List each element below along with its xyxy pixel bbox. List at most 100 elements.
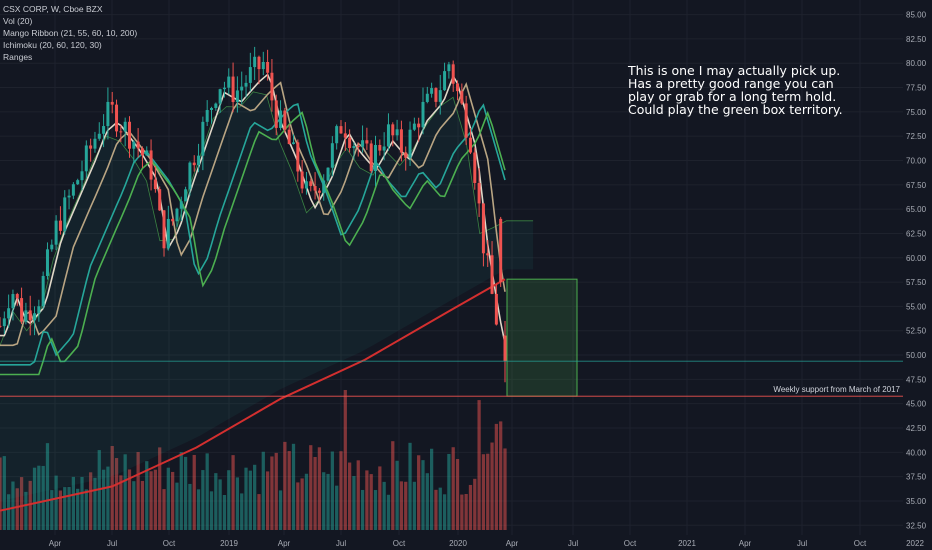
volume-bar	[451, 447, 455, 530]
candle-body	[287, 129, 291, 144]
candle-body	[248, 67, 252, 83]
volume-bar	[304, 473, 309, 530]
volume-bar	[330, 451, 334, 530]
candle-body	[50, 244, 54, 250]
candle-body	[296, 142, 300, 172]
candle-body	[93, 138, 97, 149]
y-tick-label: 85.00	[906, 11, 927, 20]
y-tick-label: 40.00	[906, 448, 927, 457]
legend-mango-ribbon[interactable]: Mango Ribbon (21, 55, 60, 10, 200)	[3, 28, 138, 38]
candle-body	[266, 61, 270, 73]
volume-bar	[24, 491, 28, 530]
candle-body	[317, 190, 321, 193]
candle-body	[283, 110, 287, 130]
x-tick-label: 2019	[220, 539, 238, 548]
candle-body	[2, 318, 6, 327]
candle-body	[300, 171, 304, 189]
volume-bar	[477, 400, 481, 530]
candle-body	[106, 101, 110, 127]
candle-body	[20, 298, 24, 322]
volume-bar	[45, 443, 50, 530]
y-tick-label: 45.00	[906, 400, 927, 409]
x-tick-label: Oct	[854, 539, 867, 548]
indicator-legend: CSX CORP, W, Cboe BZX Vol (20) Mango Rib…	[3, 3, 137, 63]
x-tick-label: 2021	[678, 539, 696, 548]
volume-bar	[153, 469, 158, 530]
volume-bar	[468, 484, 473, 530]
candle-body	[369, 143, 373, 172]
volume-bar	[231, 455, 235, 530]
x-tick-label: Oct	[163, 539, 176, 548]
candle-body	[0, 325, 2, 327]
candle-body	[438, 90, 442, 102]
candle-body	[494, 293, 498, 325]
x-tick-label: Jul	[797, 539, 807, 548]
candle-body	[28, 310, 32, 321]
volume-bar	[227, 470, 231, 530]
candle-body	[197, 155, 201, 166]
volume-bar	[499, 421, 503, 530]
volume-bar	[464, 494, 468, 530]
candle-body	[140, 148, 144, 156]
volume-bar	[149, 471, 153, 530]
candle-body	[343, 133, 347, 138]
candle-body	[313, 186, 317, 191]
candle-body	[71, 184, 75, 196]
volume-bar	[218, 479, 222, 530]
x-tick-label: Jul	[336, 539, 346, 548]
x-tick-label: Apr	[49, 539, 62, 548]
candle-body	[201, 121, 205, 156]
annotation-text[interactable]: This is one I may actually pick up. Has …	[628, 63, 843, 117]
candle-body	[145, 150, 149, 156]
volume-bar	[158, 447, 162, 530]
candle-body	[348, 137, 352, 149]
y-tick-label: 70.00	[906, 157, 927, 166]
volume-bar	[183, 456, 188, 530]
x-tick-label: Jul	[107, 539, 117, 548]
candle-body	[399, 129, 403, 153]
volume-bar	[244, 467, 248, 530]
legend-volume[interactable]: Vol (20)	[3, 16, 33, 26]
candle-body	[218, 89, 222, 104]
legend-ichimoku[interactable]: Ichimoku (20, 60, 120, 30)	[3, 40, 102, 50]
volume-bar	[278, 490, 283, 530]
candle-body	[503, 335, 507, 362]
volume-bar	[205, 453, 209, 530]
candle-body	[339, 126, 343, 134]
candle-body	[330, 143, 334, 168]
y-tick-label: 35.00	[906, 497, 927, 506]
volume-bar	[119, 475, 123, 530]
volume-bar	[192, 454, 196, 530]
volume-bar	[317, 447, 322, 530]
volume-bar	[404, 481, 408, 530]
volume-bar	[460, 494, 464, 530]
volume-bar	[313, 457, 317, 530]
ribbon-line	[0, 110, 506, 376]
volume-bar	[434, 489, 438, 530]
legend-symbol[interactable]: CSX CORP, W, Cboe BZX	[3, 4, 103, 14]
volume-bar	[214, 473, 218, 530]
legend-ranges[interactable]: Ranges	[3, 52, 33, 62]
volume-bar	[114, 458, 119, 530]
x-tick-label: Jul	[568, 539, 578, 548]
candle-body	[451, 64, 455, 84]
candle-body	[158, 189, 162, 211]
volume-bar	[352, 476, 356, 530]
volume-bar	[54, 475, 58, 530]
candle-body	[175, 208, 179, 222]
volume-bar	[490, 442, 494, 530]
volume-bar	[209, 491, 214, 530]
candle-body	[352, 146, 356, 149]
candle-body	[270, 72, 274, 101]
candle-body	[115, 104, 119, 132]
y-tick-label: 50.00	[906, 351, 927, 360]
volume-bar	[429, 448, 434, 530]
volume-bar	[326, 473, 330, 530]
candle-body	[149, 150, 153, 180]
volume-bar	[71, 476, 76, 530]
candle-body	[395, 129, 399, 136]
volume-bar	[50, 490, 54, 530]
volume-bar	[127, 469, 132, 530]
volume-bar	[41, 465, 45, 530]
